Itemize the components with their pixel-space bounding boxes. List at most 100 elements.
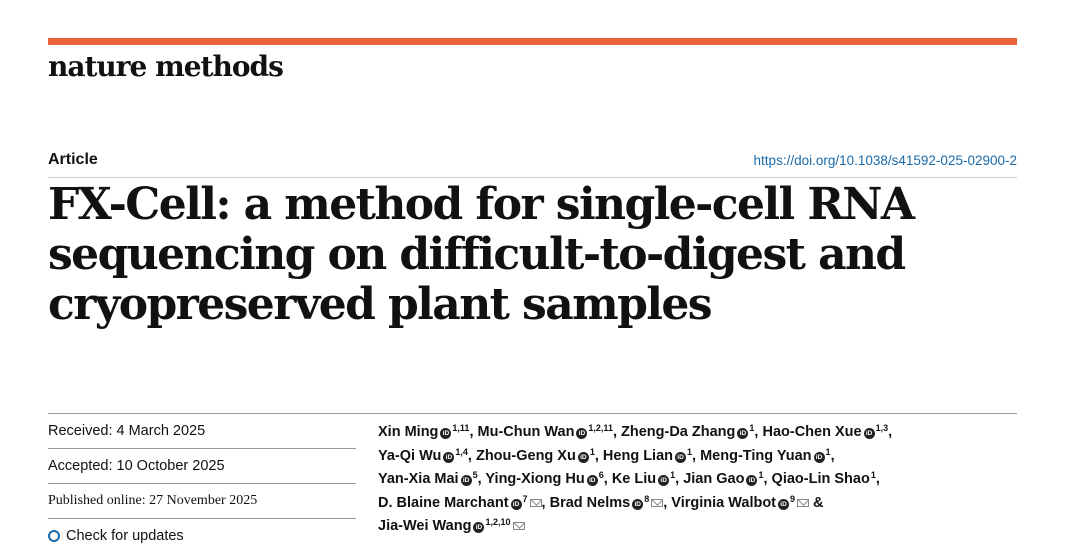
author-separator: & <box>809 494 824 511</box>
author[interactable]: Jia-Wei Wang iD1,2,10 <box>378 518 525 534</box>
author-affiliation: 1 <box>589 446 595 457</box>
author[interactable]: Meng-Ting Yuan iD1 <box>700 446 831 464</box>
author-affiliation: 1,3 <box>875 423 889 433</box>
author-separator: , <box>612 424 622 440</box>
journal-name[interactable]: nature methods <box>48 50 284 83</box>
author[interactable]: Yan-Xia Mai iD5 <box>378 470 478 488</box>
author-name[interactable]: D. Blaine Marchant <box>378 494 509 511</box>
author-affiliation: 1 <box>687 446 693 457</box>
article-title: FX-Cell: a method for single-cell RNA se… <box>48 179 915 330</box>
orcid-icon[interactable]: iD <box>440 428 452 439</box>
orcid-icon[interactable]: iD <box>675 451 687 463</box>
orcid-icon[interactable]: iD <box>778 498 790 510</box>
orcid-icon[interactable]: iD <box>510 498 522 510</box>
check-updates-link[interactable]: Check for updates <box>48 519 356 544</box>
author-name[interactable]: Ke Liu <box>611 471 657 487</box>
author[interactable]: Qiao-Lin Shao1 <box>771 471 876 488</box>
author-name[interactable]: Virginia Walbot <box>671 494 777 511</box>
author[interactable]: Virginia Walbot iD9 <box>671 493 810 511</box>
author-separator: , <box>754 424 763 440</box>
author-separator: , <box>763 471 772 487</box>
author[interactable]: Jian Gao iD1 <box>683 470 764 488</box>
author[interactable]: Ke Liu iD1 <box>611 470 676 488</box>
author-affiliation: 1 <box>670 470 676 480</box>
author-separator: , <box>692 447 701 464</box>
author[interactable]: Xin Ming iD1,11 <box>378 423 470 441</box>
author[interactable]: Heng Lian iD1 <box>602 446 693 464</box>
author-separator: , <box>603 471 612 487</box>
orcid-icon[interactable]: iD <box>632 498 644 510</box>
author-name[interactable]: Jia-Wei Wang <box>378 518 472 534</box>
accepted-date: Accepted: 10 October 2025 <box>48 449 356 484</box>
received-date: Received: 4 March 2025 <box>48 414 356 449</box>
author-name[interactable]: Heng Lian <box>602 447 674 464</box>
author-affiliation: 8 <box>644 493 650 504</box>
orcid-icon[interactable]: iD <box>577 451 589 463</box>
author-name[interactable]: Jian Gao <box>683 471 745 487</box>
author-affiliation: 1,4 <box>455 446 468 457</box>
orcid-icon[interactable]: iD <box>813 451 825 463</box>
check-updates-label: Check for updates <box>66 528 184 544</box>
author-affiliation: 6 <box>598 470 604 480</box>
author-affiliation: 1,2,10 <box>485 517 511 527</box>
header-divider <box>48 177 1017 178</box>
author-name[interactable]: Brad Nelms <box>549 494 631 511</box>
author-name[interactable]: Xin Ming <box>378 424 439 440</box>
author-list: Xin Ming iD1,11, Mu-Chun Wan iD1,2,11, Zhe… <box>378 421 1018 539</box>
mail-icon[interactable] <box>797 498 810 507</box>
author-name[interactable]: Qiao-Lin Shao <box>771 471 870 487</box>
orcid-icon[interactable]: iD <box>746 475 758 486</box>
orcid-icon[interactable]: iD <box>443 451 455 463</box>
author-name[interactable]: Ying-Xiong Hu <box>485 471 585 487</box>
author-separator: , <box>875 471 880 487</box>
author-name[interactable]: Zheng-Da Zhang <box>621 424 736 440</box>
author-affiliation: 7 <box>522 493 528 504</box>
orcid-icon[interactable]: iD <box>658 475 670 486</box>
author-separator: , <box>830 447 835 464</box>
orcid-icon[interactable]: iD <box>737 428 749 439</box>
orcid-icon[interactable]: iD <box>473 522 485 533</box>
author[interactable]: Mu-Chun Wan iD1,2,11 <box>477 423 613 441</box>
author[interactable]: Zheng-Da Zhang iD1 <box>621 423 755 441</box>
author-name[interactable]: Ya-Qi Wu <box>378 447 442 464</box>
orcid-icon[interactable]: iD <box>863 428 875 439</box>
author-separator: , <box>594 447 603 464</box>
author-name[interactable]: Hao-Chen Xue <box>762 424 862 440</box>
author[interactable]: D. Blaine Marchant iD7 <box>378 493 542 511</box>
meta-divider <box>48 413 1017 414</box>
mail-icon[interactable] <box>512 522 525 530</box>
author[interactable]: Zhou-Geng Xu iD1 <box>475 446 595 464</box>
doi-link[interactable]: https://doi.org/10.1038/s41592-025-02900… <box>753 153 1017 168</box>
author-affiliation: 1 <box>758 470 764 480</box>
mail-icon[interactable] <box>651 498 664 507</box>
author-separator: , <box>469 424 478 440</box>
author[interactable]: Ying-Xiong Hu iD6 <box>485 470 604 488</box>
author[interactable]: Ya-Qi Wu iD1,4 <box>378 446 468 464</box>
article-dates: Received: 4 March 2025 Accepted: 10 Octo… <box>48 414 356 544</box>
author-affiliation: 1,11 <box>452 423 470 433</box>
mail-icon[interactable] <box>529 498 542 507</box>
author-separator: , <box>663 494 672 511</box>
author-affiliation: 5 <box>472 470 478 480</box>
author-affiliation: 1,2,11 <box>588 423 613 433</box>
published-date: Published online: 27 November 2025 <box>48 484 356 519</box>
author-affiliation: 1 <box>749 423 755 433</box>
orcid-icon[interactable]: iD <box>576 428 588 439</box>
orcid-icon[interactable]: iD <box>586 475 598 486</box>
article-type: Article <box>48 151 98 168</box>
author-separator: , <box>888 424 893 440</box>
author[interactable]: Brad Nelms iD8 <box>549 493 664 511</box>
author-name[interactable]: Mu-Chun Wan <box>477 424 575 440</box>
journal-accent-bar <box>48 38 1017 45</box>
author[interactable]: Hao-Chen Xue iD1,3 <box>762 423 889 441</box>
orcid-icon[interactable]: iD <box>460 475 472 486</box>
author-name[interactable]: Yan-Xia Mai <box>378 471 459 487</box>
author-affiliation: 1 <box>825 446 831 457</box>
author-affiliation: 9 <box>790 493 796 504</box>
author-separator: , <box>467 447 476 464</box>
author-separator: , <box>541 494 550 511</box>
author-name[interactable]: Meng-Ting Yuan <box>700 447 812 464</box>
author-separator: , <box>477 471 486 487</box>
author-name[interactable]: Zhou-Geng Xu <box>475 447 576 464</box>
check-updates-icon <box>48 530 60 543</box>
